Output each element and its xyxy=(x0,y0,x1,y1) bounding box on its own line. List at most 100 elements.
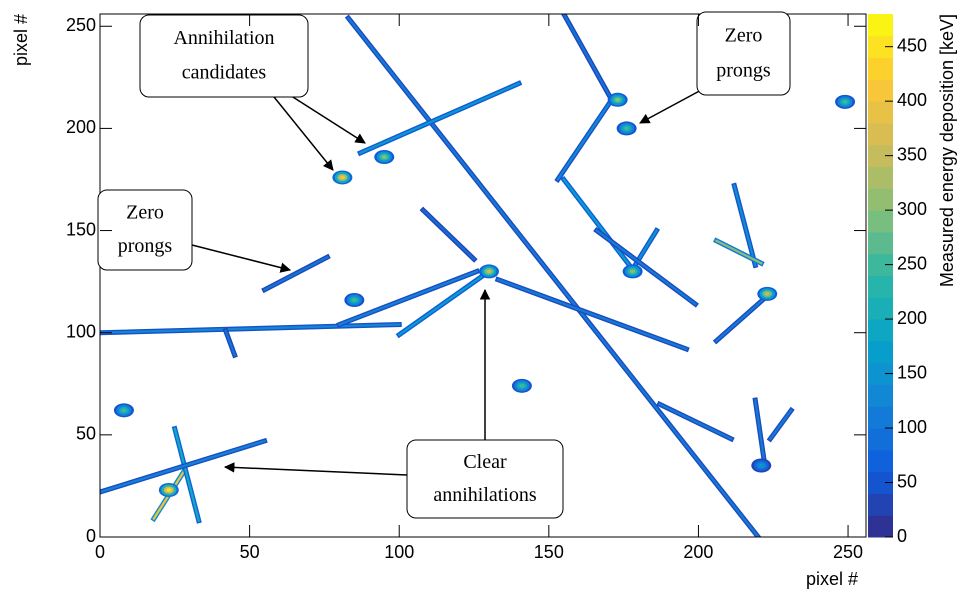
colorbar-cell xyxy=(868,493,893,516)
track xyxy=(752,397,768,465)
track-core xyxy=(421,208,476,261)
colorbar-cell xyxy=(868,231,893,255)
annotation-text: Annihilation xyxy=(173,27,274,49)
track-core xyxy=(595,229,697,306)
cluster xyxy=(616,121,637,136)
track xyxy=(766,406,795,443)
data-layer xyxy=(100,14,856,537)
x-tick-label: 50 xyxy=(240,542,260,562)
cluster-ring xyxy=(630,269,636,274)
annotation-arrow xyxy=(639,87,706,124)
track-core xyxy=(397,269,491,337)
cluster-ring xyxy=(351,298,357,302)
colorbar-cell xyxy=(868,471,893,494)
cluster xyxy=(344,293,365,308)
cluster xyxy=(478,264,499,279)
colorbar-tick-label: 50 xyxy=(897,471,917,491)
cluster-ring xyxy=(758,463,764,468)
annotation-box xyxy=(97,189,193,271)
colorbar-tick-label: 350 xyxy=(897,144,927,164)
colorbar-tick-label: 100 xyxy=(897,417,927,437)
cluster xyxy=(622,264,643,279)
annotation-box xyxy=(696,11,791,96)
x-tick-label: 200 xyxy=(683,542,713,562)
track xyxy=(419,206,478,263)
colorbar-cell xyxy=(868,144,893,168)
colorbar-tick-label: 250 xyxy=(897,253,927,273)
track-core xyxy=(337,269,479,326)
annotation-box xyxy=(406,439,564,519)
colorbar-cell xyxy=(868,340,893,364)
track xyxy=(171,425,202,524)
cluster-ring xyxy=(624,126,630,131)
track-core xyxy=(562,177,635,271)
colorbar-tick-label: 450 xyxy=(897,35,927,55)
colorbar-cell xyxy=(868,79,893,102)
plot-frame xyxy=(99,13,867,538)
colorbar-cell xyxy=(868,362,893,385)
track xyxy=(395,267,493,339)
colorbar-cell xyxy=(868,319,893,342)
cluster xyxy=(158,483,179,498)
annotation-text: Clear xyxy=(463,451,507,473)
track-core xyxy=(173,427,201,522)
track-core xyxy=(714,294,769,343)
colorbar-cell xyxy=(868,35,893,59)
track-core xyxy=(496,278,688,351)
cluster-ring xyxy=(166,488,172,492)
track-core xyxy=(714,239,763,265)
track xyxy=(593,227,699,308)
track-core xyxy=(556,98,614,182)
x-tick-label: 0 xyxy=(95,542,105,562)
track xyxy=(731,182,759,269)
track xyxy=(357,80,523,157)
colorbar-cell xyxy=(868,297,893,320)
track-core xyxy=(263,255,329,292)
cluster xyxy=(607,92,628,107)
track xyxy=(100,321,402,336)
colorbar-cell xyxy=(868,275,893,298)
colorbar-cell xyxy=(868,188,893,211)
colorbar-cell xyxy=(868,101,893,124)
track-core xyxy=(100,439,266,494)
track xyxy=(656,400,735,443)
cluster-ring xyxy=(764,292,770,296)
annotation-arrow xyxy=(223,462,408,476)
track xyxy=(560,14,616,104)
track-core xyxy=(224,329,237,357)
y-tick-label: 0 xyxy=(86,526,96,546)
annotation-arrow xyxy=(269,91,334,171)
track-core xyxy=(768,408,793,441)
track xyxy=(261,253,331,294)
track xyxy=(344,14,762,537)
colorbar-cell xyxy=(868,210,893,233)
colorbar-cell xyxy=(868,122,893,146)
cluster-ring xyxy=(486,269,492,274)
cluster-ring xyxy=(381,155,387,159)
cluster xyxy=(757,286,778,301)
cluster xyxy=(374,150,395,165)
colorbar-cell xyxy=(868,57,893,80)
track-core xyxy=(100,323,401,334)
annotation-text: prongs xyxy=(716,59,771,81)
track-core xyxy=(754,398,766,463)
track xyxy=(100,437,268,495)
annotation-text: candidates xyxy=(182,62,267,84)
track xyxy=(222,327,238,359)
annotations: Annihilation candidates Zero prongs Zero pron… xyxy=(97,11,791,519)
y-tick-label: 250 xyxy=(66,15,96,35)
annotation-box xyxy=(139,14,309,98)
track xyxy=(713,237,765,267)
colorbar-cell xyxy=(868,14,893,37)
colorbar-cell xyxy=(868,384,893,407)
colorbar-cell xyxy=(868,428,893,451)
cluster-ring xyxy=(519,384,525,388)
track-core xyxy=(562,14,614,102)
annotation-text: prongs xyxy=(118,235,173,257)
track xyxy=(712,292,771,345)
colorbar-cell xyxy=(868,515,893,538)
annotation-arrow xyxy=(191,244,292,273)
track xyxy=(336,268,481,328)
